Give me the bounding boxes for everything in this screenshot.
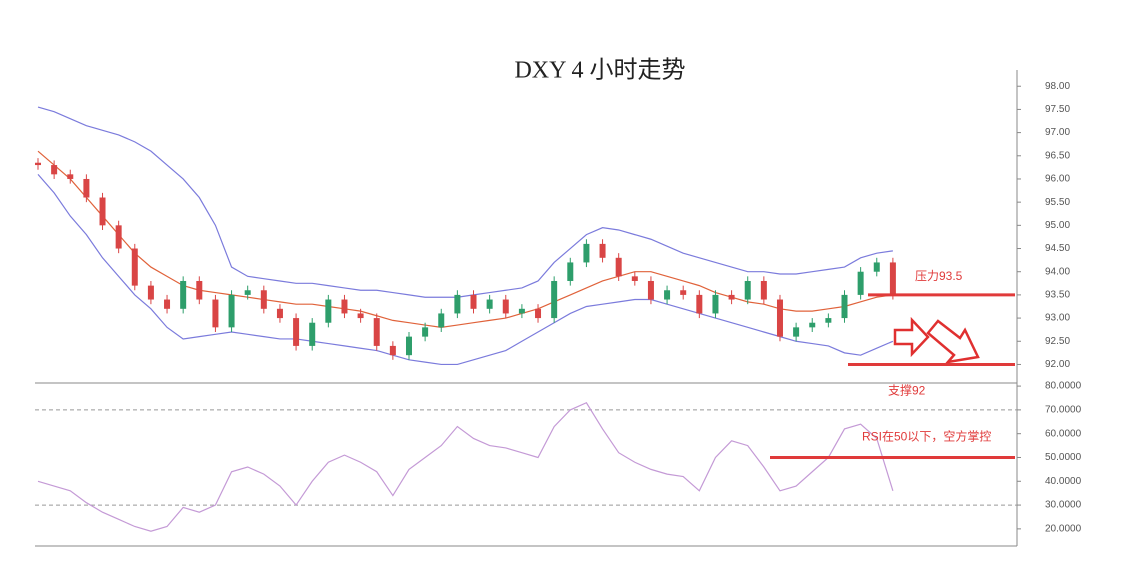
y-tick-label: 96.00 <box>1045 174 1070 185</box>
y-tick-label: 93.00 <box>1045 313 1070 324</box>
series-line <box>37 106 893 298</box>
y-tick-label: 20.0000 <box>1045 524 1082 535</box>
y-tick-label: 92.00 <box>1045 359 1070 370</box>
chart-title: DXY 4 小时走势 <box>514 57 685 84</box>
y-tick-label: 30.0000 <box>1045 500 1082 511</box>
annotation-label: RSI在50以下，空方掌控 <box>862 429 991 444</box>
candle-body <box>825 318 832 323</box>
candle-body <box>615 257 622 277</box>
y-tick-label: 50.0000 <box>1045 452 1082 463</box>
candle-body <box>535 308 542 319</box>
candle-body <box>244 290 251 295</box>
candle-body <box>518 308 525 314</box>
y-tick-label: 95.00 <box>1045 220 1070 231</box>
candle-body <box>647 280 654 300</box>
y-tick-label: 94.00 <box>1045 266 1070 277</box>
candle-body <box>631 276 638 281</box>
candle-body <box>857 271 864 295</box>
candle-body <box>341 299 348 314</box>
candle-body <box>164 299 171 309</box>
y-tick-label: 97.00 <box>1045 127 1070 138</box>
candle-body <box>712 294 719 314</box>
candle-body <box>325 299 332 323</box>
candle-body <box>760 280 767 300</box>
candle-body <box>889 262 896 295</box>
y-tick-label: 97.50 <box>1045 104 1070 115</box>
candle-body <box>470 294 477 309</box>
candle-body <box>115 225 122 249</box>
y-tick-label: 92.50 <box>1045 336 1070 347</box>
candle-body <box>438 313 445 328</box>
candle-body <box>35 162 41 166</box>
y-tick-label: 93.50 <box>1045 290 1070 301</box>
candle-body <box>99 197 106 226</box>
candle-body <box>357 313 364 319</box>
arrow <box>926 319 980 364</box>
candle-body <box>664 290 671 300</box>
candle-body <box>260 290 267 309</box>
series-line <box>37 173 894 366</box>
candle-body <box>196 280 203 300</box>
candle-body <box>309 322 316 346</box>
candle-body <box>486 299 493 309</box>
candle-body <box>405 336 412 356</box>
candle-body <box>147 285 154 300</box>
candle-body <box>389 345 396 356</box>
series-line <box>37 401 894 532</box>
y-tick-label: 98.00 <box>1045 81 1070 92</box>
candle-body <box>728 294 735 300</box>
candle-body <box>809 322 816 328</box>
annotation-label: 压力93.5 <box>915 269 963 283</box>
candle-body <box>212 299 219 328</box>
y-tick-label: 95.50 <box>1045 197 1070 208</box>
y-tick-label: 60.0000 <box>1045 428 1082 439</box>
candle-body <box>373 318 380 346</box>
y-tick-label: 80.0000 <box>1045 381 1082 392</box>
candle-body <box>599 243 606 258</box>
candle-body <box>744 280 751 300</box>
candle-body <box>422 327 429 337</box>
candle-body <box>293 318 300 346</box>
candle-body <box>680 290 687 295</box>
y-tick-label: 70.0000 <box>1045 405 1082 416</box>
candle-body <box>131 248 138 286</box>
candle-body <box>776 299 783 337</box>
candle-body <box>67 174 74 179</box>
candle-body <box>276 308 283 319</box>
candle-body <box>873 262 880 272</box>
candle-body <box>228 294 235 328</box>
candle-body <box>696 294 703 314</box>
arrow <box>893 316 930 358</box>
candle-body <box>551 280 558 319</box>
y-tick-label: 96.50 <box>1045 150 1070 161</box>
y-tick-label: 40.0000 <box>1045 476 1082 487</box>
candle-body <box>502 299 509 314</box>
candle-body <box>180 280 187 309</box>
annotation-label: 支撑92 <box>888 383 926 398</box>
candle-body <box>83 178 90 198</box>
candle-body <box>454 294 461 314</box>
candle-body <box>793 327 800 337</box>
candle-body <box>583 243 590 263</box>
candle-body <box>51 165 58 175</box>
candle-body <box>841 294 848 319</box>
y-tick-label: 94.50 <box>1045 243 1070 254</box>
candle-body <box>567 262 574 281</box>
